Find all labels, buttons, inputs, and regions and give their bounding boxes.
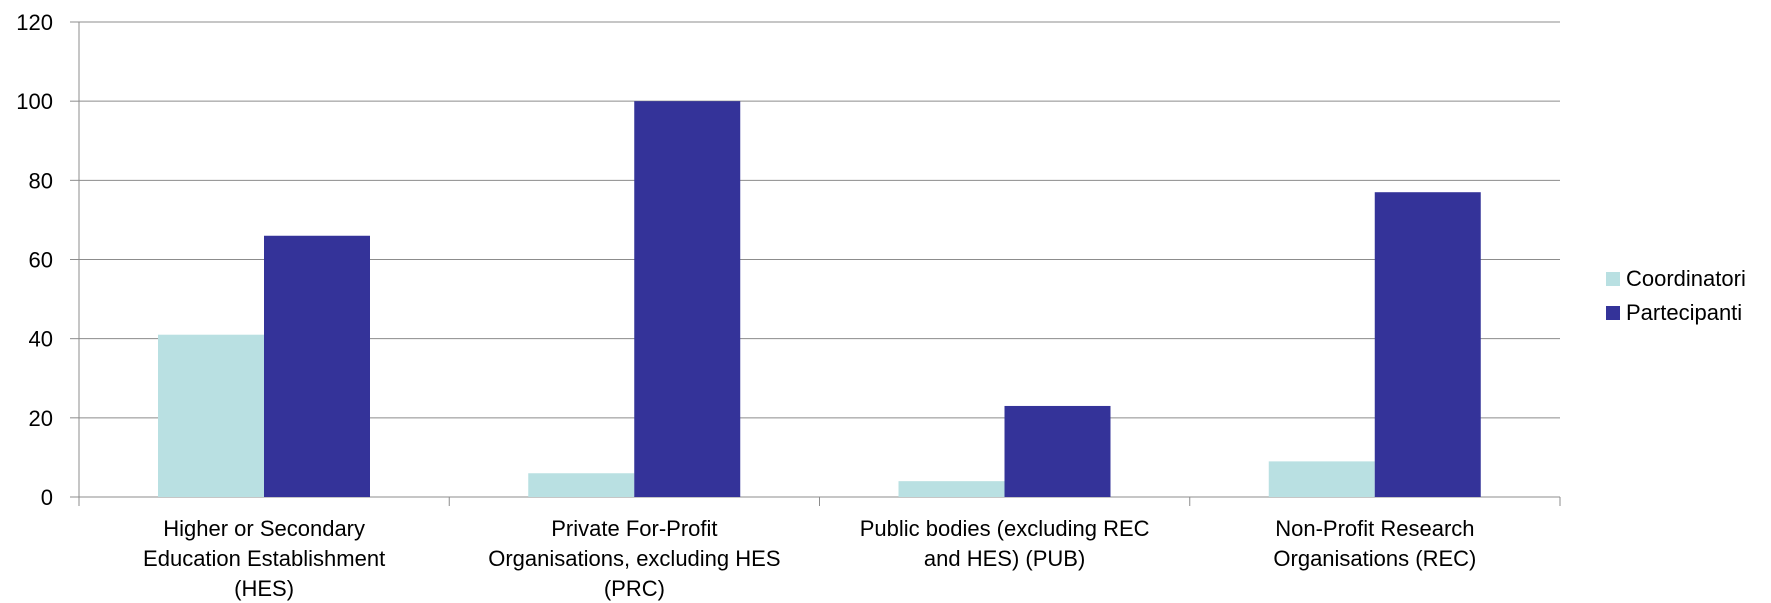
- category-label-line: Non-Profit Research: [1275, 516, 1474, 541]
- legend-label-coordinatori: Coordinatori: [1626, 266, 1746, 291]
- category-label-line: Organisations (REC): [1273, 546, 1476, 571]
- y-tick-labels: 0 20 40 60 80 100 120: [16, 10, 53, 510]
- bars: [158, 101, 1481, 498]
- category-label-line: and HES) (PUB): [924, 546, 1085, 571]
- category-label-line: Higher or Secondary: [163, 516, 365, 541]
- category-label-line: (HES): [234, 576, 294, 601]
- y-tick-label: 20: [29, 406, 53, 431]
- bar-partecipanti-2: [634, 101, 741, 498]
- y-tick-label: 40: [29, 327, 53, 352]
- category-label: Higher or Secondary Education Establishme…: [143, 516, 385, 601]
- category-label-line: Organisations, excluding HES: [488, 546, 780, 571]
- category-label-line: (PRC): [604, 576, 665, 601]
- bar-partecipanti-3: [1004, 405, 1111, 497]
- legend-swatch-partecipanti: [1606, 306, 1620, 320]
- bar-coordinatori-1: [158, 334, 264, 497]
- bar-partecipanti-4: [1374, 192, 1481, 498]
- y-tick-label: 0: [41, 485, 53, 510]
- bar-coordinatori-3: [898, 481, 1005, 497]
- y-tick-label: 60: [29, 248, 53, 273]
- category-label-line: Private For-Profit: [551, 516, 717, 541]
- category-labels: Higher or Secondary Education Establishme…: [143, 516, 1476, 601]
- category-label: Private For-Profit Organisations, excludi…: [488, 516, 780, 601]
- y-tick-label: 120: [16, 10, 53, 35]
- legend-swatch-coordinatori: [1606, 272, 1620, 286]
- category-label-line: Public bodies (excluding REC: [860, 516, 1150, 541]
- bar-partecipanti-1: [264, 235, 370, 497]
- y-tick-label: 80: [29, 168, 53, 193]
- bar-coordinatori-2: [528, 473, 635, 497]
- bar-coordinatori-4: [1268, 461, 1375, 497]
- category-label: Non-Profit Research Organisations (REC): [1273, 516, 1476, 571]
- legend: Coordinatori Partecipanti: [1606, 266, 1746, 325]
- y-tick-label: 100: [16, 89, 53, 114]
- category-label-line: Education Establishment: [143, 546, 385, 571]
- category-label: Public bodies (excluding REC and HES) (PU…: [860, 516, 1150, 571]
- legend-label-partecipanti: Partecipanti: [1626, 300, 1742, 325]
